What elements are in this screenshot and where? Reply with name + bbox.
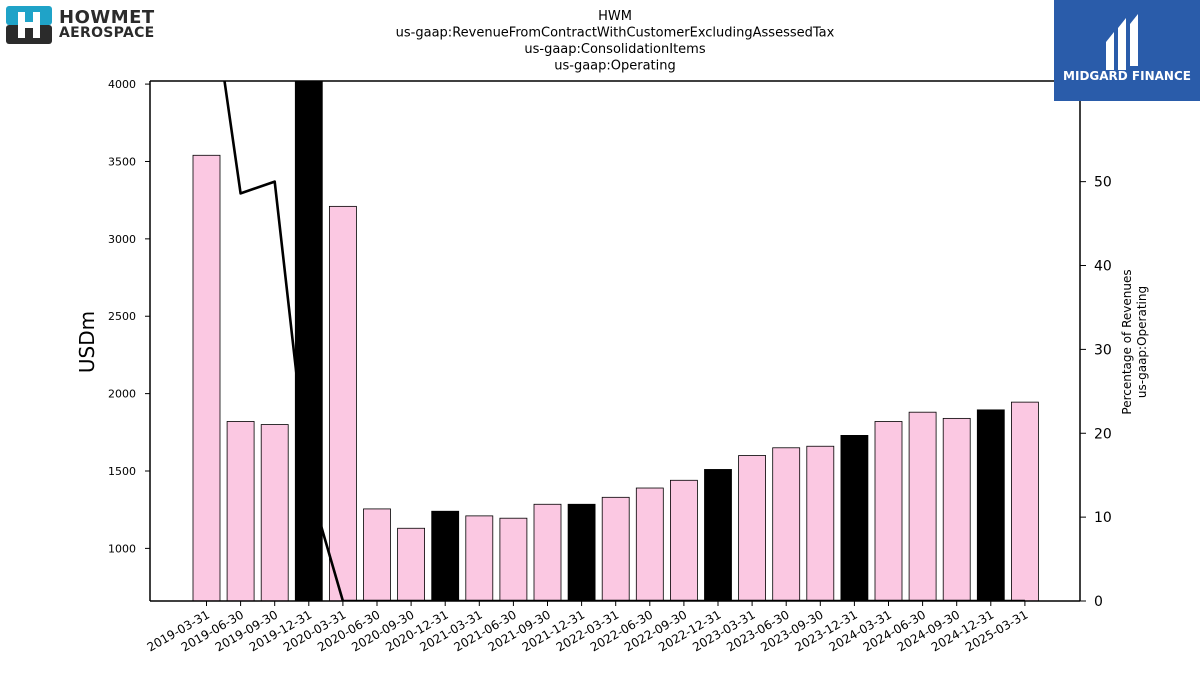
y2-tick-label: 0 [1094,594,1103,610]
y2-tick-label: 10 [1094,510,1112,526]
y-tick-label: 2500 [108,310,136,323]
bar [567,503,596,601]
y-tick-label: 3000 [108,233,136,246]
y2-tick-label: 40 [1094,259,1112,275]
title-line: HWM [598,9,632,24]
bar [840,435,869,601]
bar [397,527,426,601]
y2-label-line: us-gaap:Operating [1135,286,1149,398]
right-y-ticks: 0 10 20 30 40 50 [1080,175,1112,610]
bar [772,447,801,601]
y2-label-line: Percentage of Revenues [1120,269,1134,414]
right-y-axis-label: Percentage of Revenues us-gaap:Operating [1120,269,1149,414]
y-tick-label: 3500 [108,155,136,168]
bar [1011,401,1039,601]
howmet-logo-line1: HOWMET [59,7,155,28]
midgard-logo-text: MIDGARD FINANCE [1063,69,1191,83]
y-tick-label: 1500 [108,465,136,478]
y2-tick-label: 50 [1094,175,1112,191]
bar [976,409,1005,601]
title-line: us-gaap:Operating [554,59,676,74]
bar [431,510,460,601]
bar [704,469,732,601]
bar [635,487,664,601]
left-y-ticks: 1000 1500 2000 2500 3000 3500 4000 [108,78,150,555]
bar [874,421,903,601]
bar [499,517,528,601]
howmet-logo-mark [6,6,52,44]
bar [260,424,289,601]
bar [226,421,255,601]
bars-group [192,81,1039,601]
title-line: us-gaap:RevenueFromContractWithCustomerE… [396,26,835,41]
bar [533,503,562,601]
midgard-logo-mark [1106,14,1138,70]
bar [908,411,937,601]
chart-title: HWM us-gaap:RevenueFromContractWithCustom… [396,9,835,74]
x-ticks: 2019-03-312019-06-302019-09-302019-12-31… [145,601,1030,654]
bar [465,515,494,601]
bar [363,508,391,601]
y-axis-label: USDm [75,311,99,373]
title-line: us-gaap:ConsolidationItems [524,42,705,57]
bar [328,205,357,601]
midgard-logo: MIDGARD FINANCE [1054,0,1200,101]
y2-tick-label: 20 [1094,426,1112,442]
y-tick-label: 1000 [108,542,136,555]
bar [942,417,971,601]
bar [670,479,698,601]
bar [806,445,835,601]
y-tick-label: 4000 [108,78,136,91]
howmet-logo: HOWMET AEROSPACE [6,6,166,46]
howmet-logo-line2: AEROSPACE [59,25,155,41]
bar [738,455,766,601]
y2-tick-label: 30 [1094,342,1112,358]
y-tick-label: 2000 [108,388,136,401]
bar [192,154,221,601]
axes-group [149,80,1081,602]
bar [601,496,630,601]
